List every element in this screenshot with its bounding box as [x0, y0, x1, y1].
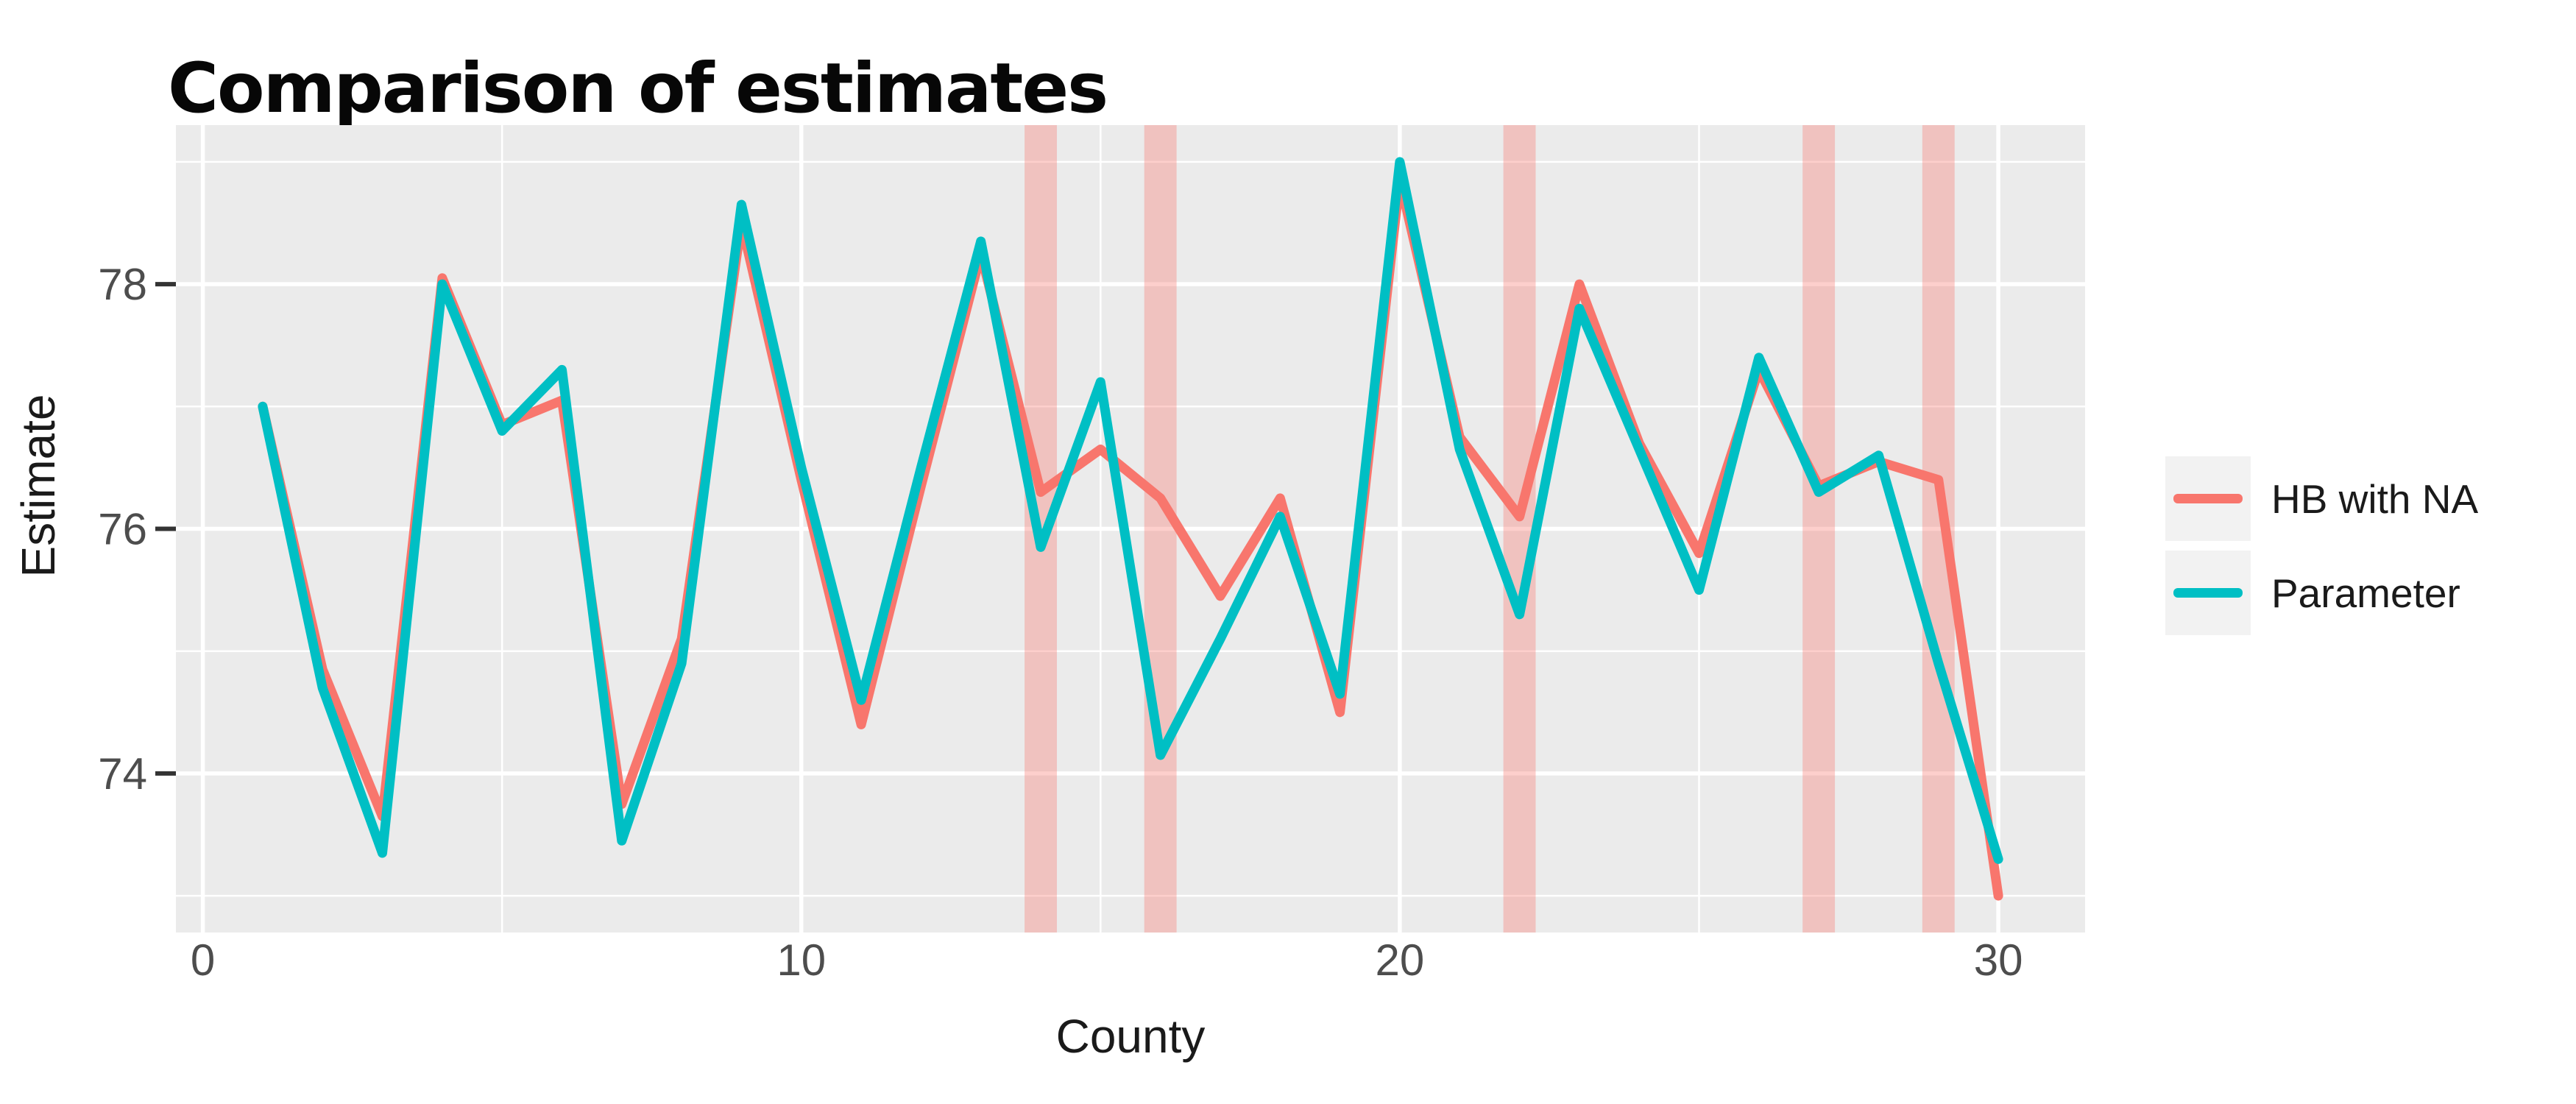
series-line-parameter — [258, 157, 2003, 864]
legend-key-line-icon — [2173, 588, 2243, 598]
na-band-county-16 — [1144, 125, 1177, 933]
x-tick-label: 10 — [776, 935, 826, 985]
na-band-county-22 — [1503, 125, 1536, 933]
legend: HB with NA Parameter — [2165, 456, 2478, 645]
series-line-hb-with-na — [258, 175, 2003, 901]
y-tick-label: 78 — [98, 260, 147, 309]
legend-item-parameter: Parameter — [2165, 551, 2478, 635]
x-tick-label: 20 — [1376, 935, 1425, 985]
na-band-county-27 — [1802, 125, 1836, 933]
chart-title: Comparison of estimates — [168, 49, 1108, 129]
x-tick-label: 0 — [191, 935, 215, 985]
x-tick-label: 30 — [1974, 935, 2023, 985]
legend-key-parameter — [2165, 551, 2251, 635]
legend-item-hb-with-na: HB with NA — [2165, 456, 2478, 541]
x-axis-title: County — [1055, 1010, 1206, 1063]
legend-key-hb-with-na — [2165, 456, 2251, 541]
y-tick-label: 76 — [98, 505, 147, 554]
legend-label-parameter: Parameter — [2271, 570, 2460, 616]
legend-label-hb-with-na: HB with NA — [2271, 475, 2479, 522]
y-tick-label: 74 — [98, 749, 147, 799]
y-axis-title: Estimate — [12, 394, 65, 578]
legend-key-line-icon — [2173, 494, 2243, 503]
